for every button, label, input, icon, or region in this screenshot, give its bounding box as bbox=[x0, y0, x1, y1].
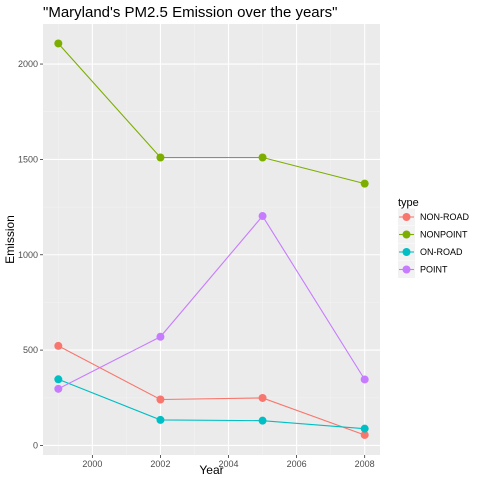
data-point-nonpoint bbox=[156, 153, 165, 162]
series-layer bbox=[54, 39, 369, 439]
legend-label-non-road: NON-ROAD bbox=[420, 212, 469, 222]
data-point-nonpoint bbox=[54, 39, 63, 48]
data-point-non-road bbox=[258, 393, 267, 402]
series-line-nonpoint bbox=[57, 43, 365, 185]
y-axis: 0 500 1000 1500 2000 bbox=[18, 59, 43, 450]
legend-label-point: POINT bbox=[420, 265, 448, 275]
data-point-point bbox=[156, 332, 165, 341]
y-axis-title: Emission bbox=[3, 215, 17, 264]
legend-title: type bbox=[398, 197, 419, 209]
x-tick-label: 2008 bbox=[355, 459, 375, 469]
series-line-non-road bbox=[58, 345, 365, 436]
data-point-point bbox=[54, 384, 63, 393]
series-line-on-road bbox=[58, 378, 365, 430]
x-axis: 2000 2002 2004 2006 2008 bbox=[82, 455, 375, 469]
minor-gridlines bbox=[43, 24, 380, 455]
plot-panel bbox=[43, 24, 380, 455]
x-tick-label: 2000 bbox=[82, 459, 102, 469]
legend: NON-ROAD NONPOINT ON-ROAD POINT bbox=[398, 208, 469, 278]
legend-key-point-point bbox=[402, 265, 411, 274]
data-point-non-road bbox=[156, 395, 165, 404]
legend-key-point-nonpoint bbox=[402, 230, 411, 239]
data-point-on-road bbox=[156, 415, 165, 424]
x-tick-label: 2004 bbox=[219, 459, 239, 469]
data-point-non-road bbox=[360, 430, 369, 439]
data-point-on-road bbox=[54, 375, 63, 384]
y-tick-label: 2000 bbox=[18, 59, 38, 69]
legend-key-point-on-road bbox=[402, 248, 411, 256]
y-tick-label: 1500 bbox=[18, 154, 38, 164]
x-tick-label: 2002 bbox=[150, 459, 170, 469]
legend-key-point-non-road bbox=[402, 213, 411, 221]
chart-title: "Maryland's PM2.5 Emission over the year… bbox=[43, 4, 337, 21]
data-point-nonpoint bbox=[258, 153, 267, 162]
data-point-nonpoint bbox=[360, 179, 369, 188]
legend-label-on-road: ON-ROAD bbox=[420, 247, 463, 257]
x-axis-title: Year bbox=[199, 463, 223, 477]
y-tick-label: 500 bbox=[23, 345, 38, 355]
series-line-point bbox=[58, 215, 366, 390]
y-tick-label: 1000 bbox=[18, 250, 38, 260]
data-point-point bbox=[360, 375, 369, 384]
legend-label-nonpoint: NONPOINT bbox=[420, 230, 468, 240]
data-point-on-road bbox=[360, 424, 369, 433]
data-point-non-road bbox=[54, 341, 63, 350]
x-tick-label: 2006 bbox=[287, 459, 307, 469]
y-tick-label: 0 bbox=[33, 440, 38, 450]
data-point-on-road bbox=[258, 416, 267, 425]
data-point-point bbox=[258, 212, 267, 221]
